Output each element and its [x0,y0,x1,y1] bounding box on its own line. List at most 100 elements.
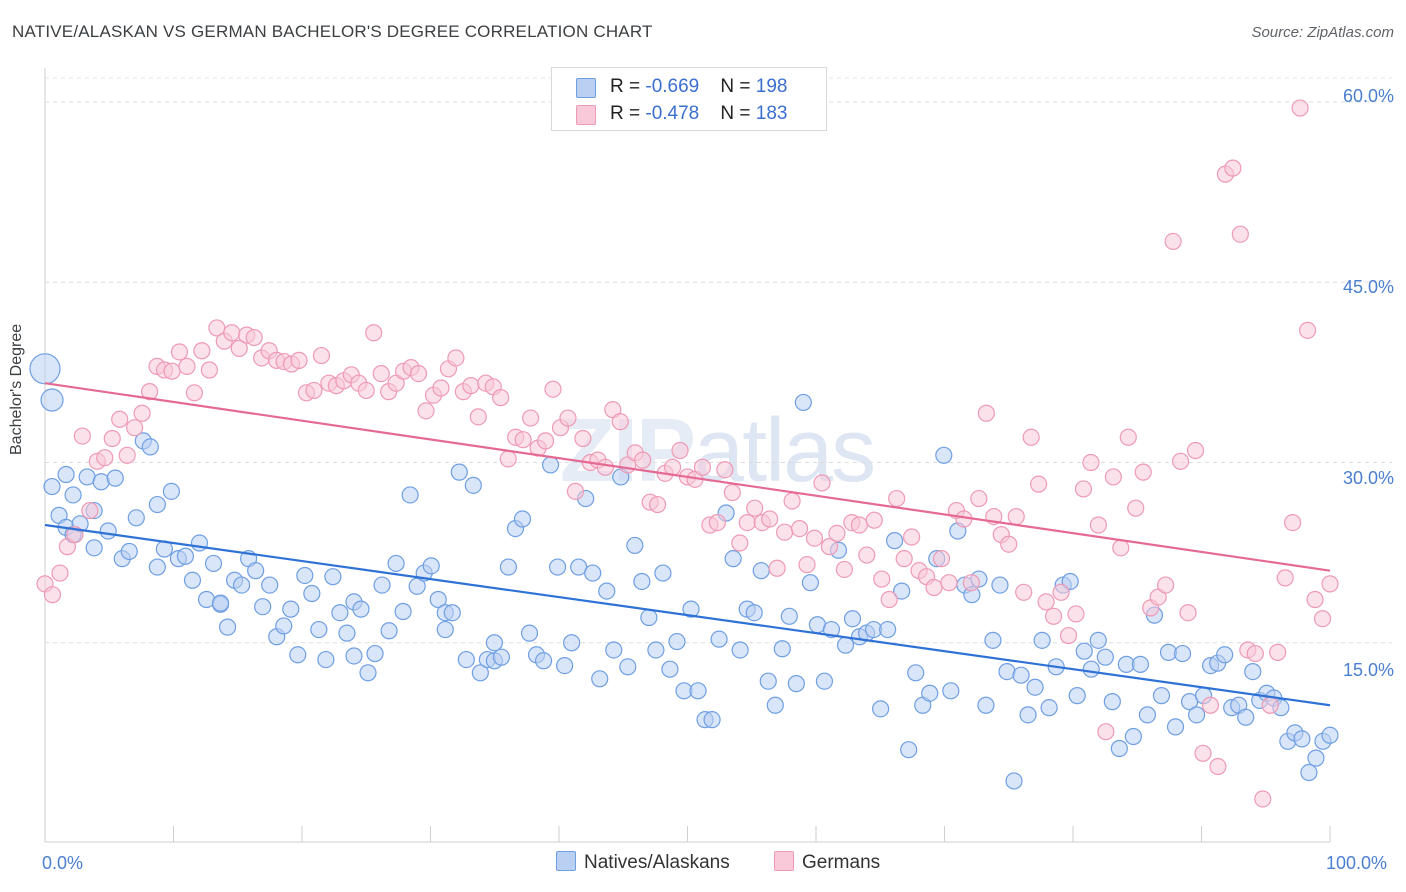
legend-label: Germans [802,852,881,873]
natives-point [900,741,918,759]
germans-trend-line [44,382,1331,572]
natives-point [1293,730,1311,748]
natives-point [1033,631,1051,649]
r-label: R = [610,76,646,97]
natives-point [120,542,138,561]
germans-point [1231,225,1249,243]
chart-title: NATIVE/ALASKAN VS GERMAN BACHELOR'S DEGR… [12,22,653,41]
germans-legend-swatch [774,851,794,871]
germans-point [1306,590,1324,609]
germans-point [962,574,980,592]
germans-point [693,458,712,476]
germans-point [1313,610,1332,628]
natives-point [127,509,145,527]
natives-point [331,604,349,622]
source-label: Source: ZipAtlas.com [1251,24,1394,41]
natives-point [640,608,658,627]
natives-point [534,652,553,670]
natives-point [99,522,117,540]
germans-point [1157,576,1175,594]
germans-point [305,381,323,400]
germans-point [522,409,540,427]
natives-point [366,644,384,663]
germans-point [790,520,809,538]
natives-point [92,473,110,491]
germans-point [977,404,995,422]
germans-point [671,441,689,460]
n-label: N = [720,103,756,124]
natives-point [836,636,855,654]
germans-point [73,427,91,445]
germans-point [746,499,764,517]
germans-point [776,523,794,541]
natives-point [710,630,728,648]
natives-point [485,634,503,652]
germans-point [596,458,614,476]
natives-point [57,465,75,484]
natives-point [619,658,637,676]
natives-point [556,656,574,675]
natives-point [759,672,777,690]
germans-point [873,570,891,588]
germans-point [1022,428,1040,446]
germans-point [245,328,263,347]
germans-point [559,409,577,427]
natives-point [64,486,82,504]
germans-point [1082,453,1100,472]
n-value: 198 [755,76,788,97]
germans-point [1052,583,1070,601]
germans-point [163,362,181,380]
r-value: -0.669 [645,76,700,97]
r-value: -0.478 [645,103,700,124]
natives-point [282,600,300,618]
germans-point [932,550,951,568]
germans-point [1201,696,1220,714]
germans-point [447,349,465,367]
natives-point [106,469,124,487]
natives-point [303,584,321,603]
germans-point [170,343,189,361]
natives-point [1187,706,1206,724]
natives-point [1096,648,1114,666]
germans-point [1194,744,1212,762]
germans-point [1097,723,1115,741]
natives-trend-line [44,523,1331,707]
germans-point [731,534,749,552]
germans-point [193,342,211,360]
natives-point [872,700,890,718]
germans-point [1276,569,1294,587]
natives-point [443,604,461,622]
legend-item-germans[interactable]: Germans [774,851,880,874]
natives-point [541,456,560,474]
legend-item-natives[interactable]: Natives/Alaskans [556,851,730,874]
germans-point [649,495,667,514]
natives-point [1019,706,1037,724]
germans-point [1261,696,1279,714]
germans-point [118,446,136,464]
natives-point [801,574,819,592]
natives-point [1082,660,1100,678]
natives-point [682,600,700,618]
natives-point [745,604,763,622]
natives-point [211,594,230,612]
natives-point [218,618,237,636]
natives-point [731,641,749,659]
natives-point [1040,699,1058,717]
n-label: N = [720,76,756,97]
germans-point [970,489,988,508]
natives-point [352,600,370,618]
natives-point [380,622,398,640]
natives-point [661,660,679,678]
germans-point [1284,513,1302,532]
germans-point [357,381,375,400]
natives-point [1173,644,1192,663]
natives-point [1124,727,1142,746]
natives-point [1026,678,1044,696]
natives-point [647,641,665,659]
germans-point [1119,428,1137,446]
natives-point [921,684,939,702]
germans-point [1015,583,1033,601]
natives-point [1131,655,1150,673]
natives-point [520,624,539,642]
natives-point [450,463,468,481]
